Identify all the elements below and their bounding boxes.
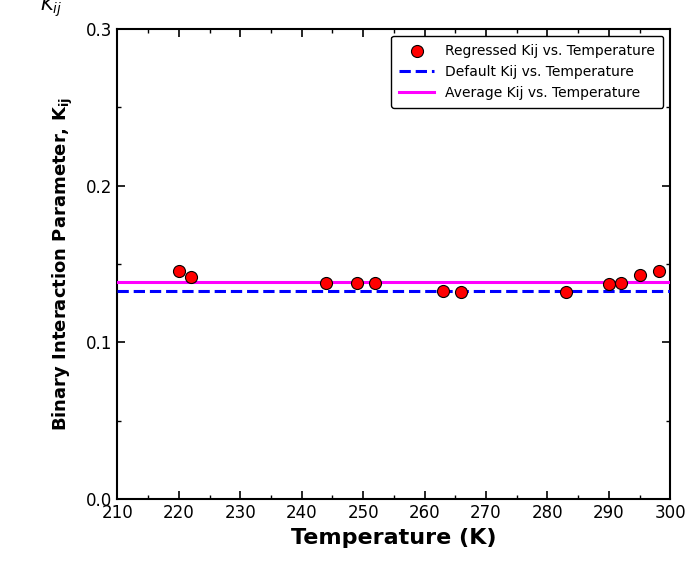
Regressed Kij vs. Temperature (603, 280, 614, 289)
Regressed Kij vs. Temperature (352, 278, 363, 288)
Regressed Kij vs. Temperature (437, 286, 448, 295)
Regressed Kij vs. Temperature (186, 272, 197, 281)
Text: $K_{ij}$: $K_{ij}$ (40, 0, 62, 20)
Regressed Kij vs. Temperature (616, 278, 627, 288)
Regressed Kij vs. Temperature (634, 270, 645, 280)
Regressed Kij vs. Temperature (560, 288, 571, 297)
Y-axis label: Binary Interaction Parameter, $\mathbf{K_{ij}}$: Binary Interaction Parameter, $\mathbf{K… (51, 97, 75, 431)
Regressed Kij vs. Temperature (321, 278, 332, 288)
Regressed Kij vs. Temperature (173, 266, 184, 276)
Regressed Kij vs. Temperature (370, 278, 381, 288)
Regressed Kij vs. Temperature (654, 266, 665, 276)
Legend: Regressed Kij vs. Temperature, Default Kij vs. Temperature, Average Kij vs. Temp: Regressed Kij vs. Temperature, Default K… (391, 36, 663, 108)
X-axis label: Temperature (K): Temperature (K) (291, 528, 497, 548)
Regressed Kij vs. Temperature (456, 288, 467, 297)
